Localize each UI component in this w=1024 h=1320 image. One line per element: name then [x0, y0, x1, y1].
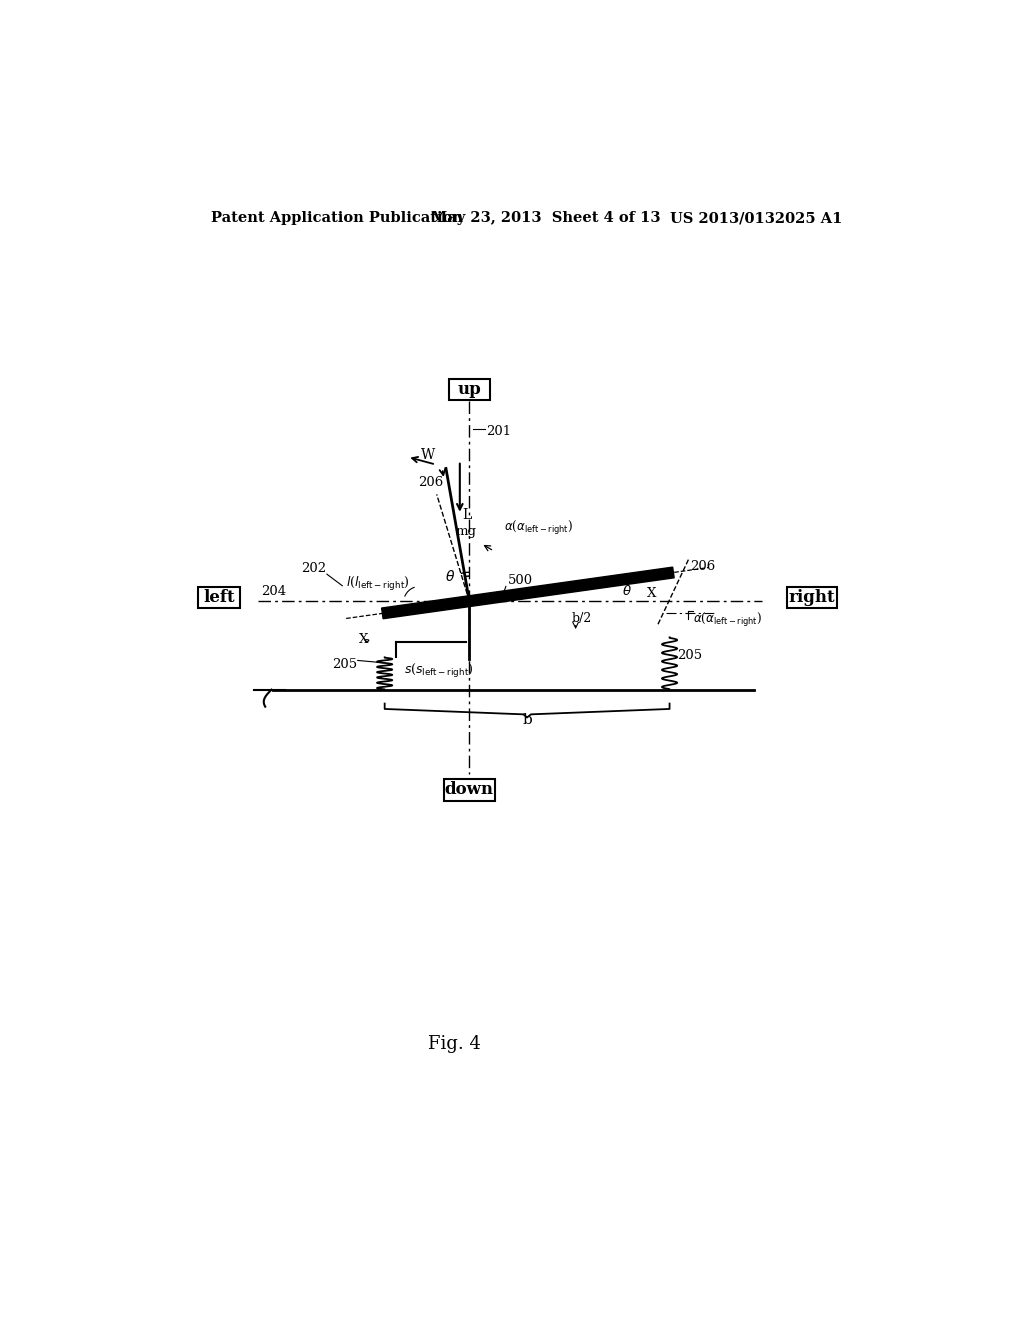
Polygon shape	[382, 568, 674, 619]
Text: May 23, 2013  Sheet 4 of 13: May 23, 2013 Sheet 4 of 13	[431, 211, 660, 226]
Text: X: X	[358, 634, 368, 647]
Text: right: right	[788, 589, 836, 606]
Text: $\alpha$($\alpha_{\rm left-right}$): $\alpha$($\alpha_{\rm left-right}$)	[692, 611, 762, 630]
Text: US 2013/0132025 A1: US 2013/0132025 A1	[670, 211, 842, 226]
Text: $s$($s_{\rm left-right}$): $s$($s_{\rm left-right}$)	[403, 663, 474, 680]
FancyBboxPatch shape	[444, 779, 495, 800]
Text: b: b	[522, 714, 532, 727]
Text: X: X	[646, 587, 655, 601]
Text: 201: 201	[486, 425, 511, 438]
Text: 202: 202	[301, 561, 327, 574]
Text: Fig. 4: Fig. 4	[428, 1035, 480, 1053]
Text: Patent Application Publication: Patent Application Publication	[211, 211, 464, 226]
Text: $\theta$: $\theta$	[444, 569, 455, 583]
Text: $\theta$: $\theta$	[622, 585, 632, 598]
Text: 205: 205	[677, 648, 702, 661]
Text: b/2: b/2	[571, 611, 592, 624]
Text: $l$($l_{\rm left-right}$): $l$($l_{\rm left-right}$)	[346, 576, 410, 593]
Text: up: up	[458, 381, 481, 397]
Text: $\alpha$($\alpha_{\rm left-right}$): $\alpha$($\alpha_{\rm left-right}$)	[504, 519, 573, 537]
Text: down: down	[444, 781, 494, 799]
FancyBboxPatch shape	[786, 586, 838, 609]
Text: 205: 205	[333, 657, 357, 671]
Text: 500: 500	[508, 574, 532, 587]
Text: 206: 206	[690, 560, 716, 573]
FancyBboxPatch shape	[199, 586, 240, 609]
Text: left: left	[204, 589, 234, 606]
FancyBboxPatch shape	[449, 379, 490, 400]
Text: W: W	[421, 447, 435, 462]
Text: mg: mg	[456, 524, 477, 537]
Text: L: L	[462, 508, 471, 521]
Text: 206: 206	[418, 477, 443, 490]
Text: 204: 204	[261, 585, 287, 598]
